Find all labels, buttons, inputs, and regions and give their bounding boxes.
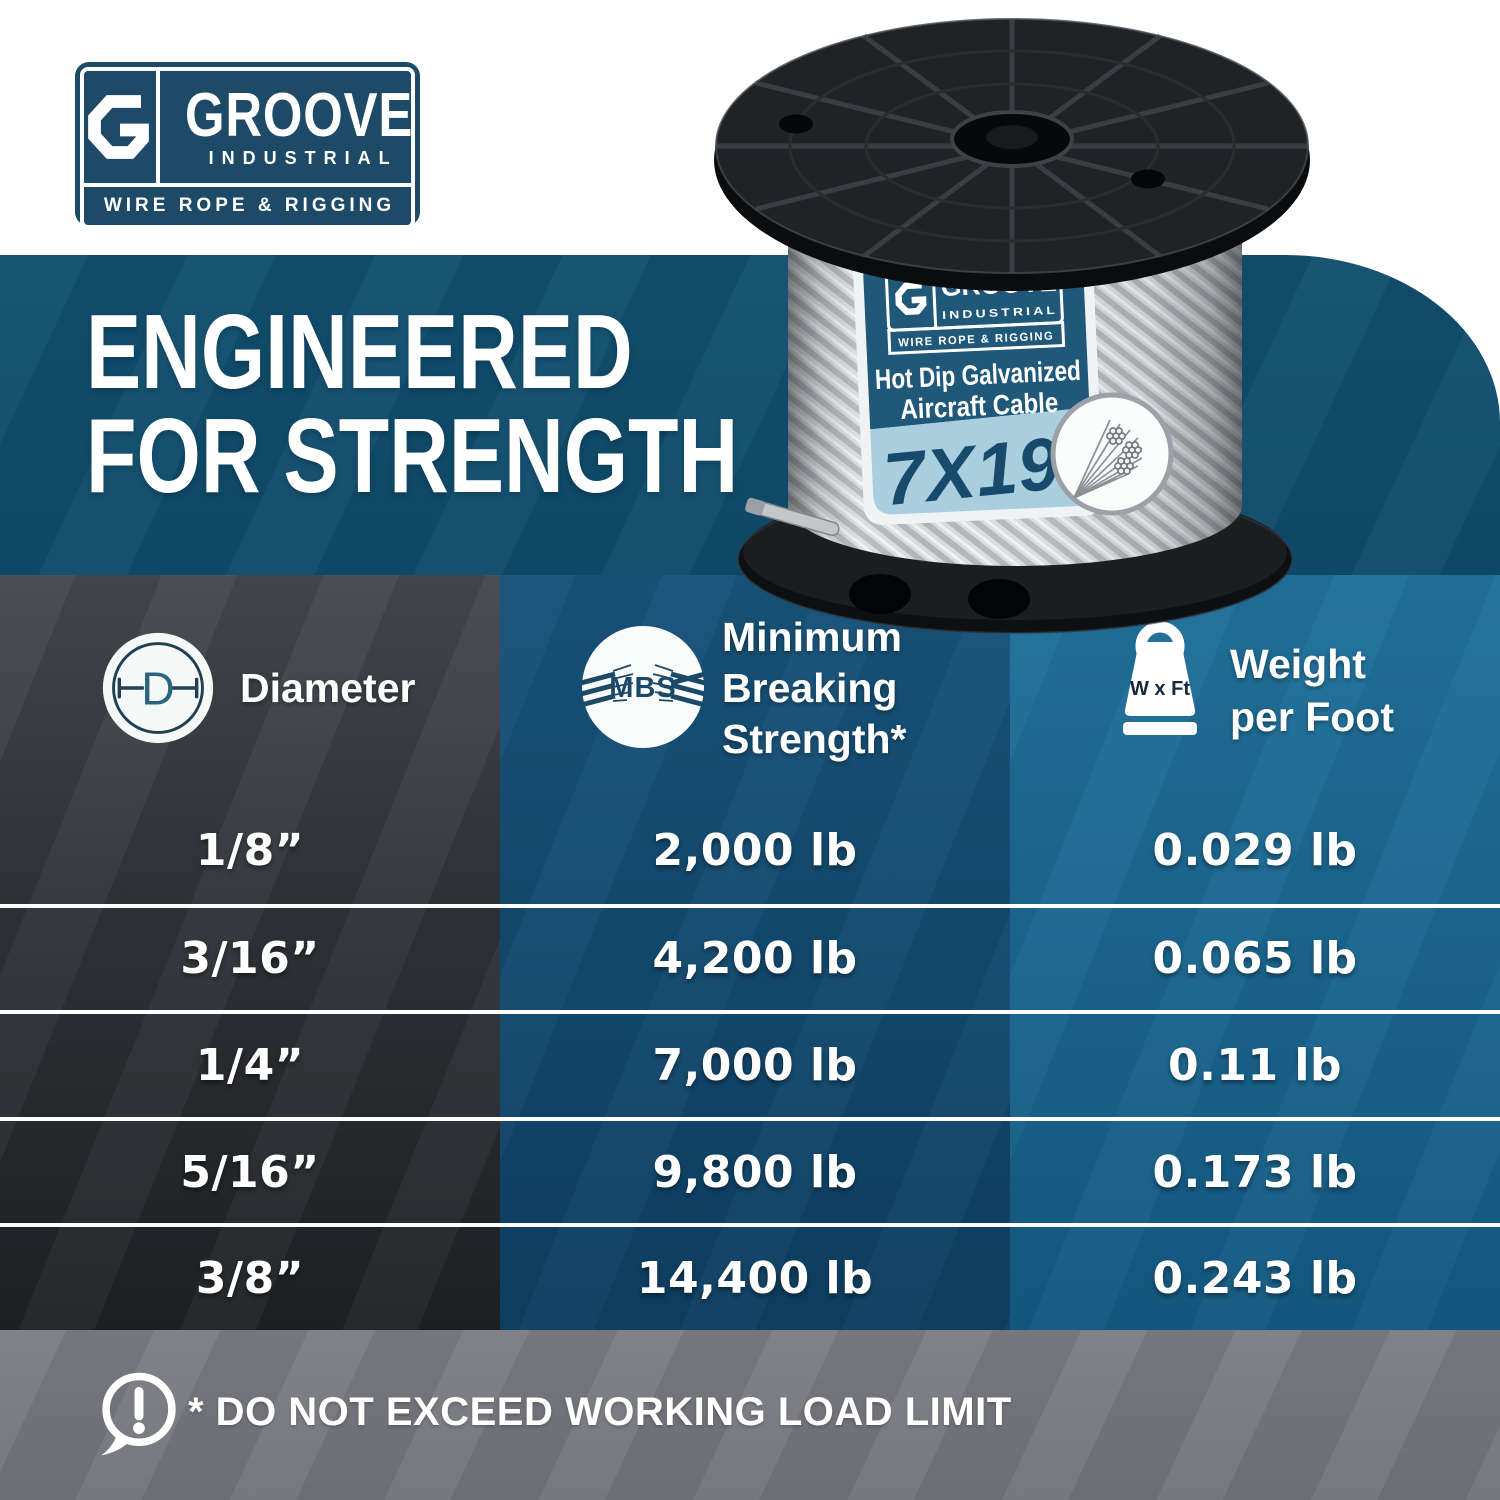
diameter-value: 3/8” (195, 1253, 305, 1305)
brand-logo: GROOVE INDUSTRIAL WIRE ROPE & RIGGING (75, 62, 420, 229)
label-construction: 7X19 (880, 421, 1064, 521)
brand-tagline: WIRE ROPE & RIGGING (84, 183, 411, 225)
hero-heading-line2: FOR STRENGTH (86, 397, 739, 515)
mbs-value: 14,400 lb (636, 1253, 874, 1305)
mbs-value: 2,000 lb (652, 824, 858, 876)
brand-subtitle: INDUSTRIAL (208, 147, 398, 168)
diameter-value: 3/16” (180, 933, 320, 985)
diameter-value: 1/8” (195, 824, 305, 876)
hero-heading: ENGINEERED FOR STRENGTH (86, 293, 922, 515)
label-product-line2: Aircraft Cable (900, 387, 1059, 425)
diameter-value: 1/4” (195, 1039, 305, 1091)
weight-value: 0.243 lb (1152, 1253, 1358, 1305)
spool-product-label: GROOVE INDUSTRIAL WIRE ROPE & RIGGING Ho… (852, 237, 1104, 525)
g-monogram-icon (84, 71, 160, 183)
mbs-value: 7,000 lb (652, 1039, 858, 1091)
weight-value: 0.065 lb (1152, 933, 1358, 985)
mbs-icon-label: MBS (609, 672, 676, 704)
diameter-icon-label: D (141, 662, 175, 714)
column-header-diameter: Diameter (240, 665, 416, 711)
hero-heading-line1: ENGINEERED (86, 293, 633, 411)
spec-table-rows: 1/8” 2,000 lb 0.029 lb 3/16” 4,200 lb 0.… (0, 797, 1500, 1330)
column-header-weight: Weight per Foot (1230, 641, 1394, 740)
table-row: 3/8” 14,400 lb 0.243 lb (0, 1223, 1500, 1330)
cable-spool-photo: GROOVE INDUSTRIAL WIRE ROPE & RIGGING Ho… (714, 18, 1310, 634)
mbs-value: 4,200 lb (652, 933, 858, 985)
footer-band (0, 1330, 1500, 1500)
table-row: 1/4” 7,000 lb 0.11 lb (0, 1010, 1500, 1117)
warning-icon (101, 1372, 176, 1456)
mbs-value: 9,800 lb (652, 1146, 858, 1198)
table-row: 3/16” 4,200 lb 0.065 lb (0, 903, 1500, 1011)
weight-value: 0.11 lb (1168, 1039, 1342, 1091)
diameter-icon: D (102, 632, 214, 744)
weight-value: 0.029 lb (1152, 824, 1358, 876)
cable-end (745, 497, 840, 537)
weight-value: 0.173 lb (1152, 1146, 1358, 1198)
footer-note: * DO NOT EXCEED WORKING LOAD LIMIT (188, 1390, 1012, 1434)
cable-cross-section-icon (1050, 392, 1174, 516)
weight-icon-label: W x Ft (1130, 678, 1190, 700)
table-row: 5/16” 9,800 lb 0.173 lb (0, 1116, 1500, 1224)
mbs-icon: MBS (580, 626, 706, 748)
weight-icon: W x Ft (1123, 621, 1197, 735)
brand-name: GROOVE (185, 80, 414, 150)
table-row: 1/8” 2,000 lb 0.029 lb (0, 797, 1500, 904)
diameter-column-background (0, 575, 500, 1330)
weight-column-background (1010, 575, 1500, 1330)
diameter-value: 5/16” (180, 1146, 320, 1198)
brand-logo-frame: GROOVE INDUSTRIAL WIRE ROPE & RIGGING (80, 67, 415, 229)
label-logo-subtitle: INDUSTRIAL (942, 305, 1058, 322)
spool-top-flange (714, 18, 1310, 291)
